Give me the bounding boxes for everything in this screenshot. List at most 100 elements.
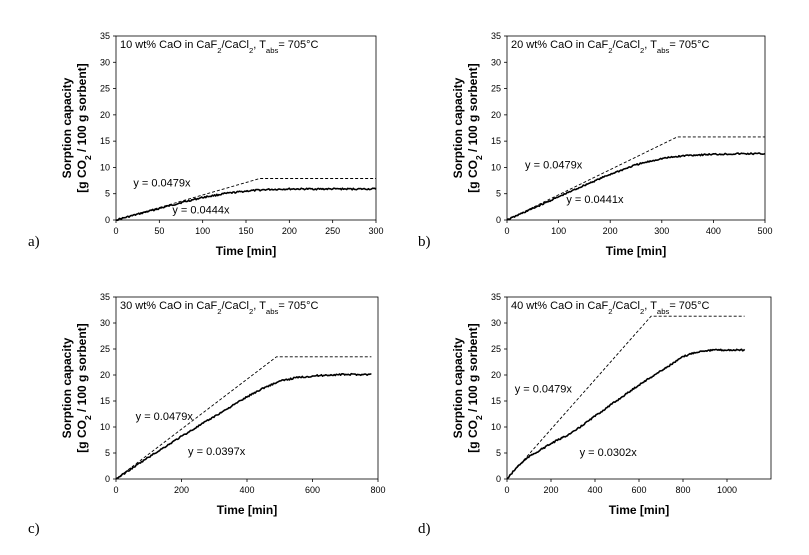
x-axis-label: Time [min]: [606, 244, 666, 258]
panel-title-part: abs: [266, 46, 279, 55]
y-axis-label-part: / 100 g sorbent]: [75, 323, 89, 415]
measured-data-line: [506, 152, 766, 221]
x-tick-label: 150: [238, 226, 253, 236]
fit-equation-label: y = 0.0441x: [566, 194, 624, 206]
x-tick-label: 0: [504, 485, 509, 495]
x-tick-label: 300: [368, 226, 383, 236]
x-tick-label: 600: [305, 485, 320, 495]
y-tick-label: 25: [491, 84, 501, 94]
y-axis-label-part: [g CO: [466, 420, 480, 453]
x-tick-label: 1000: [717, 485, 737, 495]
x-tick-label: 400: [587, 485, 602, 495]
y-tick-label: 20: [100, 370, 110, 380]
y-axis-label-line2: [g CO2 / 100 g sorbent]: [75, 323, 93, 452]
y-axis-label-line2: [g CO2 / 100 g sorbent]: [466, 63, 484, 192]
x-tick-label: 200: [543, 485, 558, 495]
y-tick-label: 30: [491, 318, 501, 328]
y-tick-label: 15: [100, 136, 110, 146]
x-tick-label: 200: [282, 226, 297, 236]
panel-title-part: = 705°C: [669, 300, 709, 312]
panel-title-part: = 705°C: [278, 300, 318, 312]
panel-letter: d): [418, 521, 431, 537]
x-tick-label: 0: [504, 226, 509, 236]
panel-title-part: 10 wt% CaO in CaF: [120, 39, 217, 51]
panel-title: 20 wt% CaO in CaF2/CaCl2, Tabs= 705°C: [511, 39, 710, 55]
y-axis-label-line1: Sorption capacity: [451, 337, 465, 438]
panel-title: 40 wt% CaO in CaF2/CaCl2, Tabs= 705°C: [511, 300, 710, 316]
fit-equation-label: y = 0.0479x: [136, 411, 194, 423]
x-tick-label: 400: [706, 226, 721, 236]
fit-equation-label: y = 0.0479x: [515, 384, 573, 396]
panel-letter: a): [28, 234, 40, 250]
y-tick-label: 20: [491, 110, 501, 120]
panel-title-part: /CaCl: [221, 300, 249, 312]
y-axis-label-part: 2: [474, 415, 484, 420]
y-tick-label: 5: [496, 448, 501, 458]
fit-equation-label: y = 0.0302x: [580, 447, 638, 459]
panel-title-part: /CaCl: [612, 300, 640, 312]
x-tick-label: 0: [113, 485, 118, 495]
y-axis-label-part: / 100 g sorbent]: [75, 63, 89, 155]
y-tick-label: 35: [491, 292, 501, 302]
x-tick-label: 250: [325, 226, 340, 236]
y-tick-label: 30: [100, 318, 110, 328]
y-tick-label: 0: [496, 215, 501, 225]
x-tick-label: 100: [551, 226, 566, 236]
y-axis-label-line2: [g CO2 / 100 g sorbent]: [466, 323, 484, 452]
x-tick-label: 100: [195, 226, 210, 236]
panel-title: 30 wt% CaO in CaF2/CaCl2, Tabs= 705°C: [120, 300, 319, 316]
fit-equation-label: y = 0.0479x: [133, 177, 191, 189]
y-axis-label-part: [g CO: [75, 160, 89, 193]
y-tick-label: 35: [100, 31, 110, 41]
y-axis-label-part: 2: [83, 155, 93, 160]
y-tick-label: 10: [100, 162, 110, 172]
y-tick-label: 15: [491, 396, 501, 406]
panel-title-part: , T: [644, 300, 657, 312]
panel-title-part: /CaCl: [221, 39, 249, 51]
dashed-fit-line: [506, 315, 745, 480]
fit-equation-label: y = 0.0444x: [172, 205, 230, 217]
panel-title-part: , T: [253, 300, 266, 312]
y-tick-label: 35: [491, 31, 501, 41]
y-tick-label: 15: [100, 396, 110, 406]
chart-panel-4: 0 5 10 15 20 25 30 35 0 200 400 600 800 1000 Time [min…: [418, 292, 772, 537]
y-axis-label-part: 2: [474, 155, 484, 160]
y-axis-label-part: [g CO: [466, 160, 480, 193]
y-axis-label-line2: [g CO2 / 100 g sorbent]: [75, 63, 93, 192]
panel-title-part: 2: [608, 46, 612, 55]
x-tick-label: 800: [675, 485, 690, 495]
x-tick-label: 200: [174, 485, 189, 495]
y-tick-label: 25: [491, 344, 501, 354]
measured-data-line: [506, 348, 746, 480]
panel-title-part: 40 wt% CaO in CaF: [511, 300, 608, 312]
y-tick-label: 25: [100, 344, 110, 354]
dashed-fit-line: [115, 178, 376, 221]
panel-title-part: 2: [249, 46, 253, 55]
y-tick-label: 25: [100, 84, 110, 94]
y-axis-label-line1: Sorption capacity: [451, 77, 465, 178]
y-axis-label-part: / 100 g sorbent]: [466, 323, 480, 415]
y-tick-label: 30: [100, 57, 110, 67]
panel-title-part: 2: [640, 46, 644, 55]
panel-title-part: 2: [640, 307, 644, 316]
y-tick-label: 5: [496, 189, 501, 199]
plot-frame: [115, 296, 379, 480]
y-tick-label: 0: [496, 474, 501, 484]
panel-title-part: = 705°C: [278, 39, 318, 51]
chart-panel-3: 0 5 10 15 20 25 30 35 0 200 400 600 800 Time [min] Sor…: [28, 292, 386, 537]
x-tick-label: 800: [370, 485, 385, 495]
panel-letter: b): [418, 234, 431, 250]
y-tick-label: 15: [491, 136, 501, 146]
panel-title-part: , T: [253, 39, 266, 51]
panel-title-part: abs: [657, 307, 670, 316]
chart-panel-2: 0 5 10 15 20 25 30 35 0 100 200 300 400 500 Time [min]…: [418, 31, 773, 258]
fit-equation-label: y = 0.0479x: [525, 159, 583, 171]
panel-title: 10 wt% CaO in CaF2/CaCl2, Tabs= 705°C: [120, 39, 319, 55]
y-tick-label: 5: [105, 189, 110, 199]
x-tick-label: 200: [603, 226, 618, 236]
y-tick-label: 20: [100, 110, 110, 120]
panel-title-part: abs: [657, 46, 670, 55]
y-tick-label: 0: [105, 474, 110, 484]
x-axis-label: Time [min]: [216, 244, 276, 258]
